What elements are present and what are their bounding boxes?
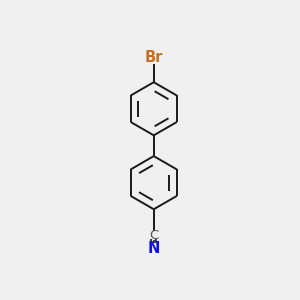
Text: C: C (149, 229, 158, 242)
Text: Br: Br (145, 50, 163, 65)
Text: N: N (148, 241, 160, 256)
